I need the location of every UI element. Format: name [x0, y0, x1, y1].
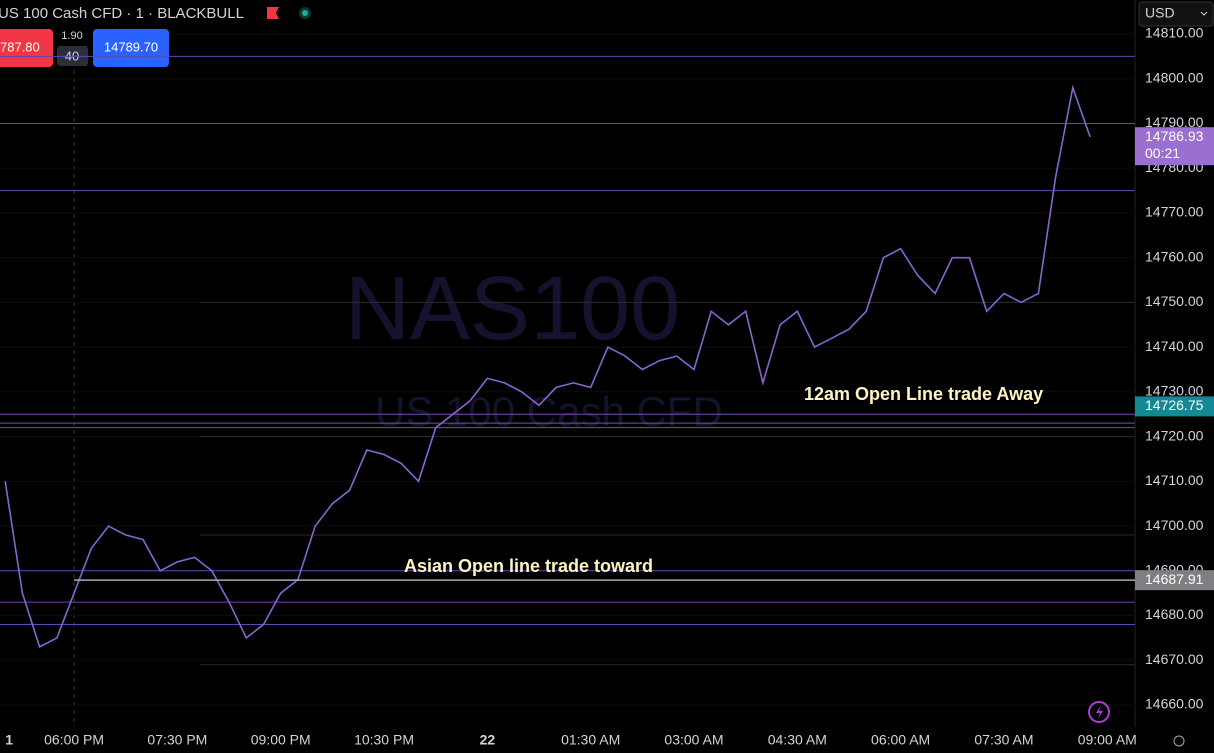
y-tick-label: 14720.00: [1145, 427, 1204, 443]
status-dot-inner: [302, 10, 308, 16]
settings-icon[interactable]: [1173, 735, 1185, 747]
y-tick-label: 14810.00: [1145, 25, 1204, 41]
buy-price[interactable]: 14789.70: [104, 39, 158, 54]
x-tick-label: 07:30 AM: [974, 732, 1033, 748]
y-tick-label: 14660.00: [1145, 696, 1204, 712]
y-tick-label: 14760.00: [1145, 248, 1204, 264]
y-tick-label: 14680.00: [1145, 606, 1204, 622]
sell-button[interactable]: [0, 29, 53, 67]
x-tick-label: 09:00 AM: [1078, 732, 1137, 748]
buy-button[interactable]: [93, 29, 169, 67]
x-tick-label: 10:30 PM: [354, 732, 414, 748]
price-line: [4, 84, 1091, 648]
y-tick-label: 14670.00: [1145, 651, 1204, 667]
x-tick-label: 06:00 AM: [871, 732, 930, 748]
y-tick-label: 14800.00: [1145, 69, 1204, 85]
price-tag: [1135, 570, 1214, 591]
lightning-button[interactable]: [1088, 701, 1110, 723]
x-tick-label: 03:00 AM: [664, 732, 723, 748]
y-tick-label: 14710.00: [1145, 472, 1204, 488]
x-tick-label: 06:00 PM: [44, 732, 104, 748]
x-tick-label: 1: [5, 732, 13, 748]
x-tick-label: 09:00 PM: [251, 732, 311, 748]
currency[interactable]: USD: [1145, 5, 1175, 21]
x-tick-label: 22: [480, 732, 496, 748]
y-tick-label: 14740.00: [1145, 338, 1204, 354]
x-tick-label: 04:30 AM: [768, 732, 827, 748]
price-tag-label: 14786.93: [1145, 128, 1204, 144]
y-tick-label: 14750.00: [1145, 293, 1204, 309]
annotation: Asian Open line trade toward: [404, 556, 653, 576]
x-tick-label: 01:30 AM: [561, 732, 620, 748]
flag-icon: [267, 7, 279, 19]
y-tick-label: 14730.00: [1145, 383, 1204, 399]
annotation: 12am Open Line trade Away: [804, 384, 1043, 404]
y-tick-label: 14770.00: [1145, 204, 1204, 220]
price-tag: [1135, 127, 1214, 166]
price-tag-label: 14687.91: [1145, 571, 1204, 587]
dropdown-arrow: [1200, 11, 1208, 16]
lightning-icon: [1096, 705, 1103, 719]
x-tick-label: 07:30 PM: [147, 732, 207, 748]
currency-select[interactable]: [1138, 1, 1214, 27]
price-tag-label: 14726.75: [1145, 397, 1204, 413]
countdown: 00:21: [1145, 145, 1180, 161]
watermark: NAS100: [345, 259, 680, 359]
spread: 1.90: [61, 30, 82, 42]
y-tick-label: 14700.00: [1145, 517, 1204, 533]
price-tag: [1135, 396, 1214, 417]
sell-price[interactable]: 787.80: [0, 39, 40, 54]
y-tick-label: 14790.00: [1145, 114, 1204, 130]
chart-title: US 100 Cash CFD · 1 · BLACKBULL: [0, 5, 244, 22]
